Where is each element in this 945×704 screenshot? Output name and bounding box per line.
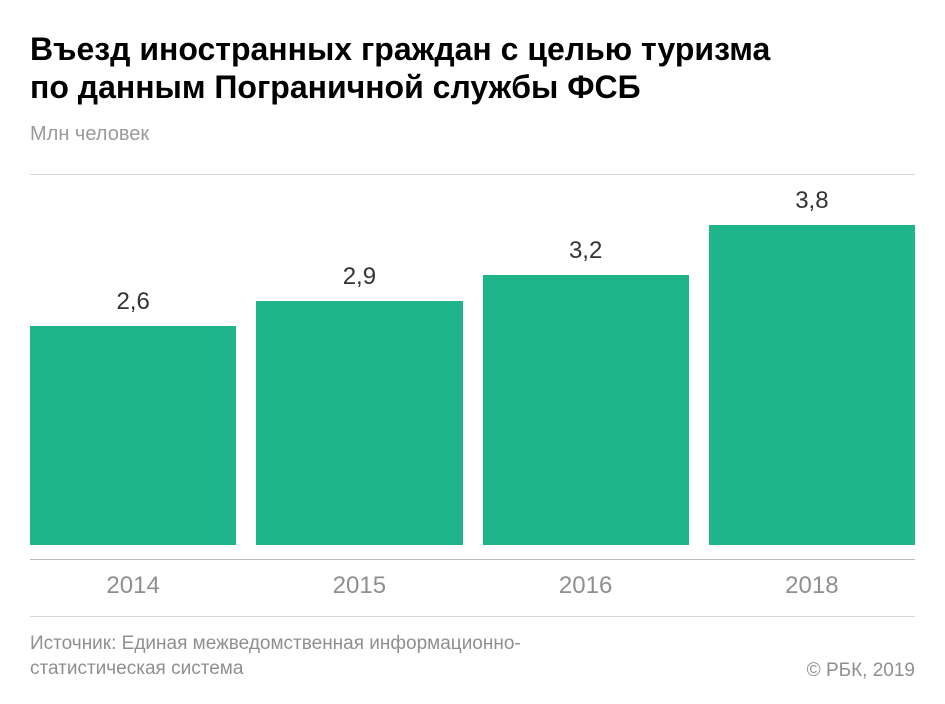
bar-value-label: 2,6	[116, 288, 149, 316]
x-axis-label: 2016	[483, 572, 689, 600]
chart-subtitle: Млн человек	[30, 123, 915, 146]
bar-value-label: 2,9	[343, 263, 376, 291]
bar-slot: 2,9	[256, 175, 462, 545]
x-axis-labels: 2014 2015 2016 2018	[30, 559, 915, 600]
bar-value-label: 3,2	[569, 237, 602, 265]
source-line-1: Источник: Единая межведомственная информ…	[30, 633, 521, 654]
x-axis-label: 2018	[709, 572, 915, 600]
title-line-2: по данным Пограничной службы ФСБ	[30, 69, 641, 105]
bar-value-label: 3,8	[795, 187, 828, 215]
bar-slot: 2,6	[30, 175, 236, 545]
chart-plot-area: 2,6 2,9 3,2 3,8 2014 2015 2016 2018	[30, 174, 915, 600]
chart-container: Въезд иностранных граждан с целью туризм…	[0, 0, 945, 600]
chart-footer: Источник: Единая межведомственная информ…	[30, 616, 915, 682]
bars-row: 2,6 2,9 3,2 3,8	[30, 175, 915, 545]
source-text: Источник: Единая межведомственная информ…	[30, 631, 521, 682]
bar-slot: 3,8	[709, 175, 915, 545]
x-axis-label: 2014	[30, 572, 236, 600]
title-line-1: Въезд иностранных граждан с целью туризм…	[30, 31, 770, 67]
bar	[483, 275, 689, 544]
bar	[256, 301, 462, 545]
chart-title: Въезд иностранных граждан с целью туризм…	[30, 30, 915, 107]
bar-slot: 3,2	[483, 175, 689, 545]
x-axis-label: 2015	[256, 572, 462, 600]
source-line-2: статистическая система	[30, 658, 243, 679]
copyright-text: © РБК, 2019	[807, 660, 915, 682]
bar	[30, 326, 236, 545]
bar	[709, 225, 915, 545]
